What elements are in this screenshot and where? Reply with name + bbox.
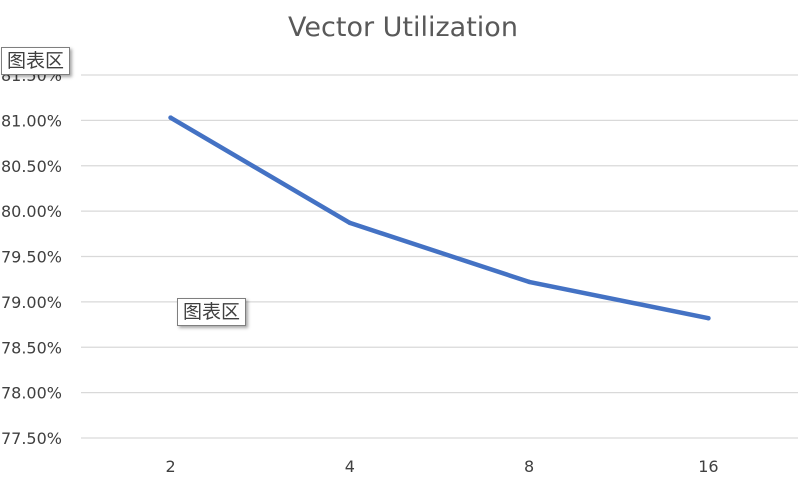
series-layer xyxy=(168,115,711,321)
y-tick-label: 80.50% xyxy=(1,157,62,176)
x-tick-label: 16 xyxy=(698,457,718,476)
x-tick-label: 8 xyxy=(524,457,534,476)
plot-area-tooltip: 图表区 xyxy=(177,298,247,326)
y-tick-label: 80.00% xyxy=(1,202,62,221)
y-tick-label: 81.00% xyxy=(1,111,62,130)
data-point[interactable] xyxy=(706,315,711,321)
chart-area-tooltip: 图表区 xyxy=(1,47,71,75)
data-point[interactable] xyxy=(347,220,353,226)
data-point[interactable] xyxy=(168,115,173,120)
data-point[interactable] xyxy=(526,279,532,285)
y-tick-label: 79.50% xyxy=(1,248,62,267)
y-tick-label: 78.50% xyxy=(1,338,62,357)
y-tick-label: 77.50% xyxy=(1,429,62,448)
chart-title: Vector Utilization xyxy=(288,12,518,43)
y-axis-tick-labels: 77.50% 78.00% 78.50% 79.00% 79.50% 80.00% 80.5… xyxy=(1,66,62,448)
y-tick-label: 79.00% xyxy=(1,293,62,312)
x-tick-label: 4 xyxy=(345,457,355,476)
x-axis-tick-labels: 2 4 8 16 xyxy=(166,457,719,476)
series-line-1[interactable] xyxy=(168,115,711,321)
y-tick-label: 78.00% xyxy=(1,384,62,403)
x-tick-label: 2 xyxy=(166,457,176,476)
